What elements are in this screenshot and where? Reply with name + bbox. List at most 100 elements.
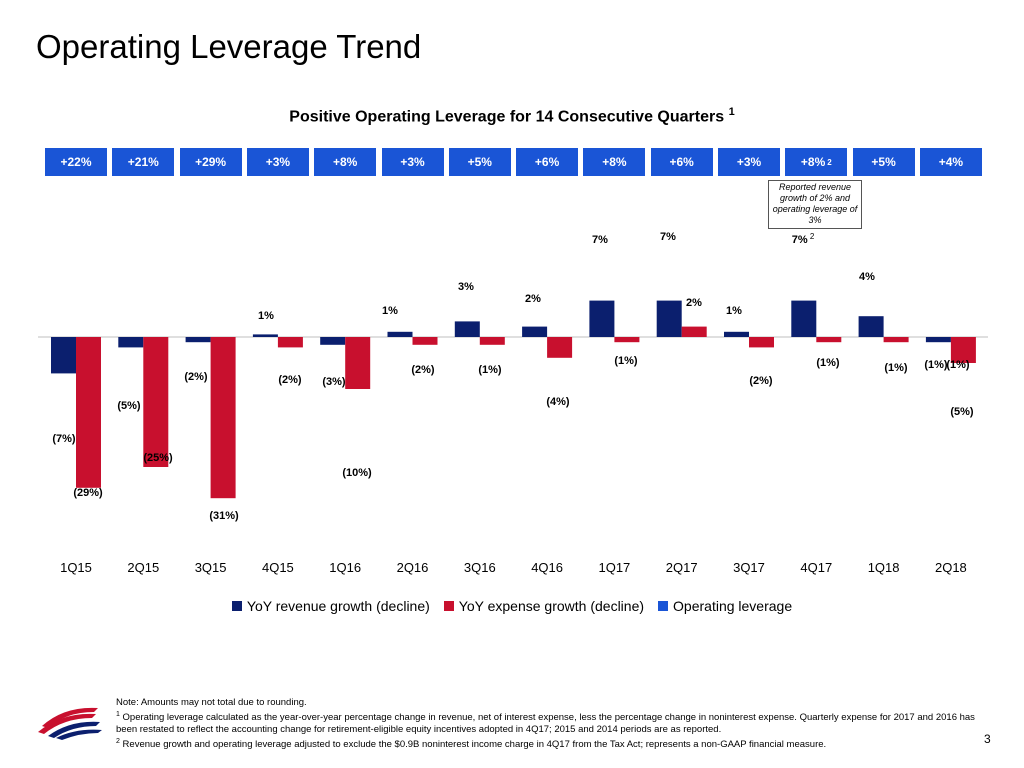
revenue-bar-4Q17 — [791, 300, 817, 337]
operating-leverage-4Q17: +8% 2 — [785, 148, 848, 176]
revenue-label-4Q16: 2% — [525, 293, 541, 305]
revenue-bar-1Q16 — [320, 337, 346, 345]
revenue-label-2Q15: (2%) — [184, 371, 208, 383]
revenue-label-2Q16: 1% — [382, 305, 398, 317]
revenue-label-2Q17: 7% — [660, 231, 676, 243]
operating-leverage-1Q17: +8% — [583, 148, 646, 176]
expense-bar-3Q15 — [210, 337, 236, 499]
extra-label-4: (1%) — [946, 359, 970, 371]
operating-leverage-3Q15: +29% — [179, 148, 242, 176]
expense-bar-1Q16 — [345, 337, 371, 389]
expense-bar-4Q16 — [547, 337, 573, 358]
expense-bar-3Q16 — [479, 337, 505, 345]
revenue-label-1Q15: (7%) — [52, 433, 76, 445]
bar-chart: (7%) (2%) 1% 3% 2% 7% 7% 7% 2 4% (1%) (29%) (25%) (3… — [38, 231, 988, 575]
operating-leverage-4Q16: +6% — [516, 148, 579, 176]
category-label-2Q16: 2Q16 — [397, 560, 429, 575]
revenue-label-2Q18: (1%) — [924, 359, 948, 371]
revenue-label-1Q17: 7% — [592, 234, 608, 246]
revenue-bar-2Q15 — [118, 337, 144, 348]
operating-leverage-1Q15: +22% — [45, 148, 107, 176]
operating-leverage-3Q16: +5% — [448, 148, 511, 176]
category-label-4Q16: 4Q16 — [531, 560, 563, 575]
legend-label-2: Operating leverage — [673, 598, 793, 614]
legend-item-0: YoY revenue growth (decline) — [231, 598, 430, 614]
operating-leverage-row: +22% +21% +29% +3% +8% +3% +5% +6% +8% +6% +3% +8% 2… — [44, 148, 984, 178]
expense-label-2Q16: (2%) — [411, 364, 435, 376]
chart-title-footnote: 1 — [728, 106, 735, 118]
revenue-label-1Q18: 4% — [859, 271, 875, 283]
expense-bar-2Q16 — [412, 337, 438, 345]
category-label-3Q16: 3Q16 — [464, 560, 496, 575]
legend-item-2: Operating leverage — [658, 598, 792, 614]
operating-leverage-2Q15: +21% — [112, 148, 175, 176]
legend-label-0: YoY revenue growth (decline) — [246, 598, 430, 614]
revenue-bar-2Q18 — [925, 337, 951, 343]
footnotes: Note: Amounts may not total due to round… — [116, 697, 976, 751]
chart-legend: YoY revenue growth (decline) YoY expense … — [0, 598, 1024, 614]
category-label-2Q17: 2Q17 — [666, 560, 698, 575]
extra-label-3: 1% — [726, 305, 742, 317]
category-label-4Q17: 4Q17 — [800, 560, 832, 575]
category-label-3Q15: 3Q15 — [195, 560, 227, 575]
page-number: 3 — [984, 732, 991, 746]
note-2: 2 Revenue growth and operating leverage … — [116, 738, 827, 751]
revenue-bar-3Q15 — [185, 337, 211, 343]
expense-bar-1Q17 — [614, 337, 640, 343]
expense-bar-4Q15 — [277, 337, 303, 348]
expense-label-4Q16: (4%) — [546, 396, 570, 408]
expense-label-2Q17: 2% — [686, 297, 702, 309]
expense-bar-2Q18 — [950, 337, 976, 363]
category-label-1Q18: 1Q18 — [868, 560, 900, 575]
operating-leverage-1Q18: +5% — [852, 148, 915, 176]
revenue-bar-4Q16 — [522, 326, 548, 337]
category-label-1Q15: 1Q15 — [60, 560, 92, 575]
expense-bar-3Q17 — [749, 337, 774, 348]
legend-label-1: YoY expense growth (decline) — [458, 598, 645, 614]
legend-swatch-2 — [658, 601, 669, 611]
expense-label-1Q16: (10%) — [342, 467, 372, 479]
category-label-2Q18: 2Q18 — [935, 560, 967, 575]
bank-flag-logo-icon — [38, 707, 102, 740]
operating-leverage-2Q17: +6% — [650, 148, 713, 176]
revenue-label-3Q16: 3% — [458, 281, 474, 293]
expense-label-2Q18: (5%) — [950, 406, 974, 418]
chart-title-text: Positive Operating Leverage for 14 Conse… — [289, 108, 725, 126]
revenue-bar-3Q17 — [724, 331, 749, 337]
operating-leverage-4Q15: +3% — [246, 148, 309, 176]
legend-swatch-1 — [443, 601, 454, 611]
revenue-bar-4Q15 — [252, 334, 278, 337]
expense-bar-1Q15 — [76, 337, 101, 488]
expense-bar-1Q18 — [883, 337, 909, 343]
note-rounding: Note: Amounts may not total due to round… — [116, 697, 307, 708]
operating-leverage-3Q17: +3% — [718, 148, 780, 176]
page-title: Operating Leverage Trend — [36, 28, 422, 65]
chart-title: Positive Operating Leverage for 14 Conse… — [0, 106, 1024, 126]
category-label-1Q16: 1Q16 — [329, 560, 361, 575]
note-1: 1 Operating leverage calculated as the y… — [116, 711, 975, 736]
category-label-3Q17: 3Q17 — [733, 560, 765, 575]
revenue-bar-2Q16 — [387, 331, 413, 337]
expense-bar-4Q17 — [816, 337, 842, 343]
revenue-bar-1Q17 — [589, 300, 615, 337]
expense-label-3Q16: (1%) — [478, 364, 502, 376]
expense-label-1Q18: (1%) — [884, 362, 908, 374]
expense-label-1Q15: (29%) — [73, 487, 103, 499]
revenue-bar-3Q16 — [454, 321, 480, 337]
extra-label-1: (3%) — [322, 376, 346, 388]
expense-label-2Q15: (25%) — [143, 452, 173, 464]
operating-leverage-1Q16: +8% — [314, 148, 377, 176]
expense-label-1Q17: (1%) — [614, 355, 638, 367]
legend-swatch-0 — [231, 601, 242, 611]
expense-label-3Q15: (31%) — [209, 510, 239, 522]
legend-item-1: YoY expense growth (decline) — [443, 598, 645, 614]
revenue-label-4Q15: 1% — [258, 310, 274, 322]
revenue-label-4Q17: 7% 2 — [792, 232, 815, 246]
reported-revenue-callout: Reported revenue growth of 2% and operat… — [768, 180, 862, 229]
expense-label-4Q17: (1%) — [816, 357, 840, 369]
expense-bar-2Q17 — [681, 326, 707, 337]
category-label-1Q17: 1Q17 — [598, 560, 630, 575]
revenue-bar-1Q15 — [51, 337, 76, 374]
operating-leverage-2Q18: +4% — [919, 148, 982, 176]
extra-label-0: (5%) — [117, 400, 141, 412]
